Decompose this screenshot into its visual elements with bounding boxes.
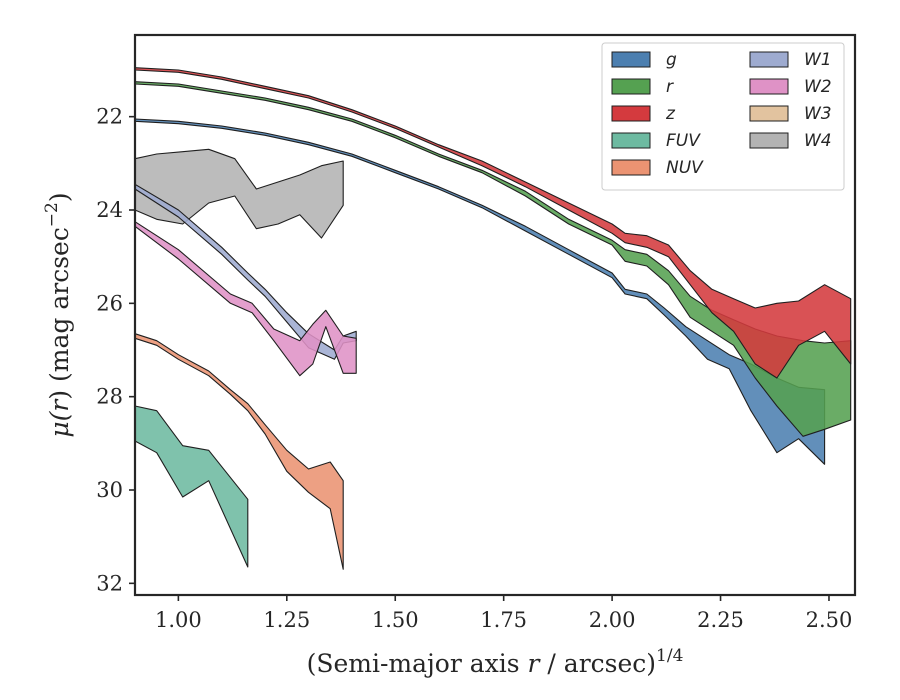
x-tick-label: 1.00 xyxy=(155,608,202,632)
y-axis-label: μ(r) (mag arcsec−2) xyxy=(42,192,74,437)
band-z xyxy=(134,67,852,379)
legend-label-z: z xyxy=(665,104,676,124)
band-g xyxy=(134,118,826,465)
y-tick-label: 32 xyxy=(96,571,123,595)
legend-swatch-w3 xyxy=(749,105,789,122)
tick-layer: 1.00 1.25 1.50 1.75 2.00 2.25 2.50 22 24 26 28 30 32 xyxy=(96,105,852,632)
series-layer xyxy=(134,67,852,570)
legend-label-w4: W4 xyxy=(804,131,832,151)
legend-swatch-w2 xyxy=(749,78,789,95)
x-axis-label: (Semi-major axis r / arcsec)1/4 xyxy=(307,646,684,678)
legend-label-w3: W3 xyxy=(804,104,832,124)
x-tick-label: 2.25 xyxy=(697,608,744,632)
y-tick-label: 26 xyxy=(96,291,123,315)
band-nuv xyxy=(134,333,344,570)
x-tick-label: 2.00 xyxy=(589,608,636,632)
legend-swatch-w4 xyxy=(749,132,789,149)
legend-label-w2: W2 xyxy=(804,77,832,97)
x-tick-label: 2.50 xyxy=(806,608,853,632)
legend-swatch-r xyxy=(611,78,651,95)
legend-swatch-z xyxy=(611,105,651,122)
legend-swatch-nuv xyxy=(611,159,651,176)
plot-frame xyxy=(133,33,857,597)
legend-swatch-g xyxy=(611,51,651,68)
legend-label-nuv: NUV xyxy=(666,158,704,178)
band-w2 xyxy=(134,221,357,377)
y-tick-label: 28 xyxy=(96,385,123,409)
y-tick-label: 30 xyxy=(96,478,123,502)
y-tick-label: 22 xyxy=(96,105,123,129)
legend: grz FUV NUV W1 W2 W3 W4 xyxy=(601,42,845,191)
legend-swatch-fuv xyxy=(611,132,651,149)
band-fuv xyxy=(134,405,249,568)
legend-label-fuv: FUV xyxy=(666,131,701,151)
legend-label-w1: W1 xyxy=(804,50,832,70)
x-tick-label: 1.25 xyxy=(263,608,310,632)
band-r xyxy=(134,81,852,437)
y-tick-label: 24 xyxy=(96,198,123,222)
legend-swatch-w1 xyxy=(749,51,789,68)
x-tick-label: 1.50 xyxy=(372,608,419,632)
legend-label-g: g xyxy=(666,50,677,70)
band-w4 xyxy=(134,148,344,239)
legend-label-r: r xyxy=(666,77,674,97)
x-tick-label: 1.75 xyxy=(480,608,527,632)
